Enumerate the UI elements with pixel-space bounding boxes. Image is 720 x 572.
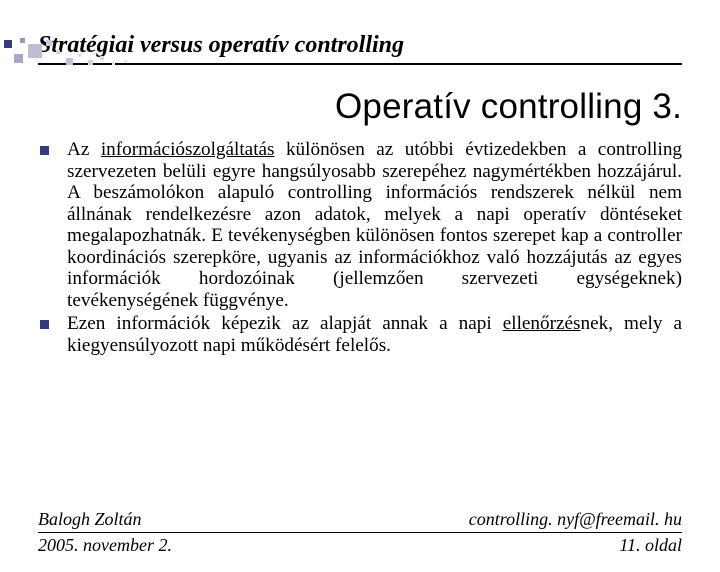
deco-square bbox=[66, 58, 73, 65]
body: Az információszolgáltatás különösen az u… bbox=[38, 139, 682, 356]
deco-square bbox=[78, 54, 81, 57]
footer-page: 11. oldal bbox=[619, 535, 682, 556]
deco-square bbox=[56, 50, 60, 54]
footer-email: controlling. nyf@freemail. hu bbox=[469, 509, 682, 530]
list-item: Az információszolgáltatás különösen az u… bbox=[38, 139, 682, 311]
header: Stratégiai versus operatív controlling bbox=[38, 32, 682, 65]
deco-square bbox=[28, 44, 42, 58]
paragraph: Az információszolgáltatás különösen az u… bbox=[67, 139, 682, 311]
deco-square bbox=[46, 40, 52, 46]
page-title: Stratégiai versus operatív controlling bbox=[38, 32, 682, 59]
footer: Balogh Zoltán controlling. nyf@freemail.… bbox=[38, 509, 682, 556]
text: Az bbox=[67, 139, 101, 160]
footer-date: 2005. november 2. bbox=[38, 535, 172, 556]
footer-bottom-row: 2005. november 2. 11. oldal bbox=[38, 535, 682, 556]
deco-square bbox=[14, 54, 23, 63]
underlined-term: információszolgáltatás bbox=[101, 139, 275, 160]
bullet-icon bbox=[40, 146, 49, 155]
footer-author: Balogh Zoltán bbox=[38, 509, 142, 530]
deco-square bbox=[100, 56, 104, 60]
deco-square bbox=[124, 60, 127, 63]
slide: Stratégiai versus operatív controlling O… bbox=[0, 32, 720, 572]
text: Ezen információk képezik az alapját anna… bbox=[67, 313, 503, 334]
list-item: Ezen információk képezik az alapját anna… bbox=[38, 313, 682, 356]
deco-square bbox=[112, 62, 115, 65]
footer-top-row: Balogh Zoltán controlling. nyf@freemail.… bbox=[38, 509, 682, 530]
title-underline bbox=[38, 63, 682, 65]
underlined-term: ellenőrzés bbox=[503, 313, 581, 334]
deco-square bbox=[88, 60, 93, 65]
deco-square bbox=[20, 38, 25, 43]
bullet-icon bbox=[40, 320, 49, 329]
footer-rule bbox=[38, 532, 682, 533]
deco-square bbox=[4, 40, 12, 48]
subtitle: Operatív controlling 3. bbox=[38, 87, 682, 127]
paragraph: Ezen információk képezik az alapját anna… bbox=[67, 313, 682, 356]
text: különösen az utóbbi évtizedekben a contr… bbox=[67, 139, 682, 311]
